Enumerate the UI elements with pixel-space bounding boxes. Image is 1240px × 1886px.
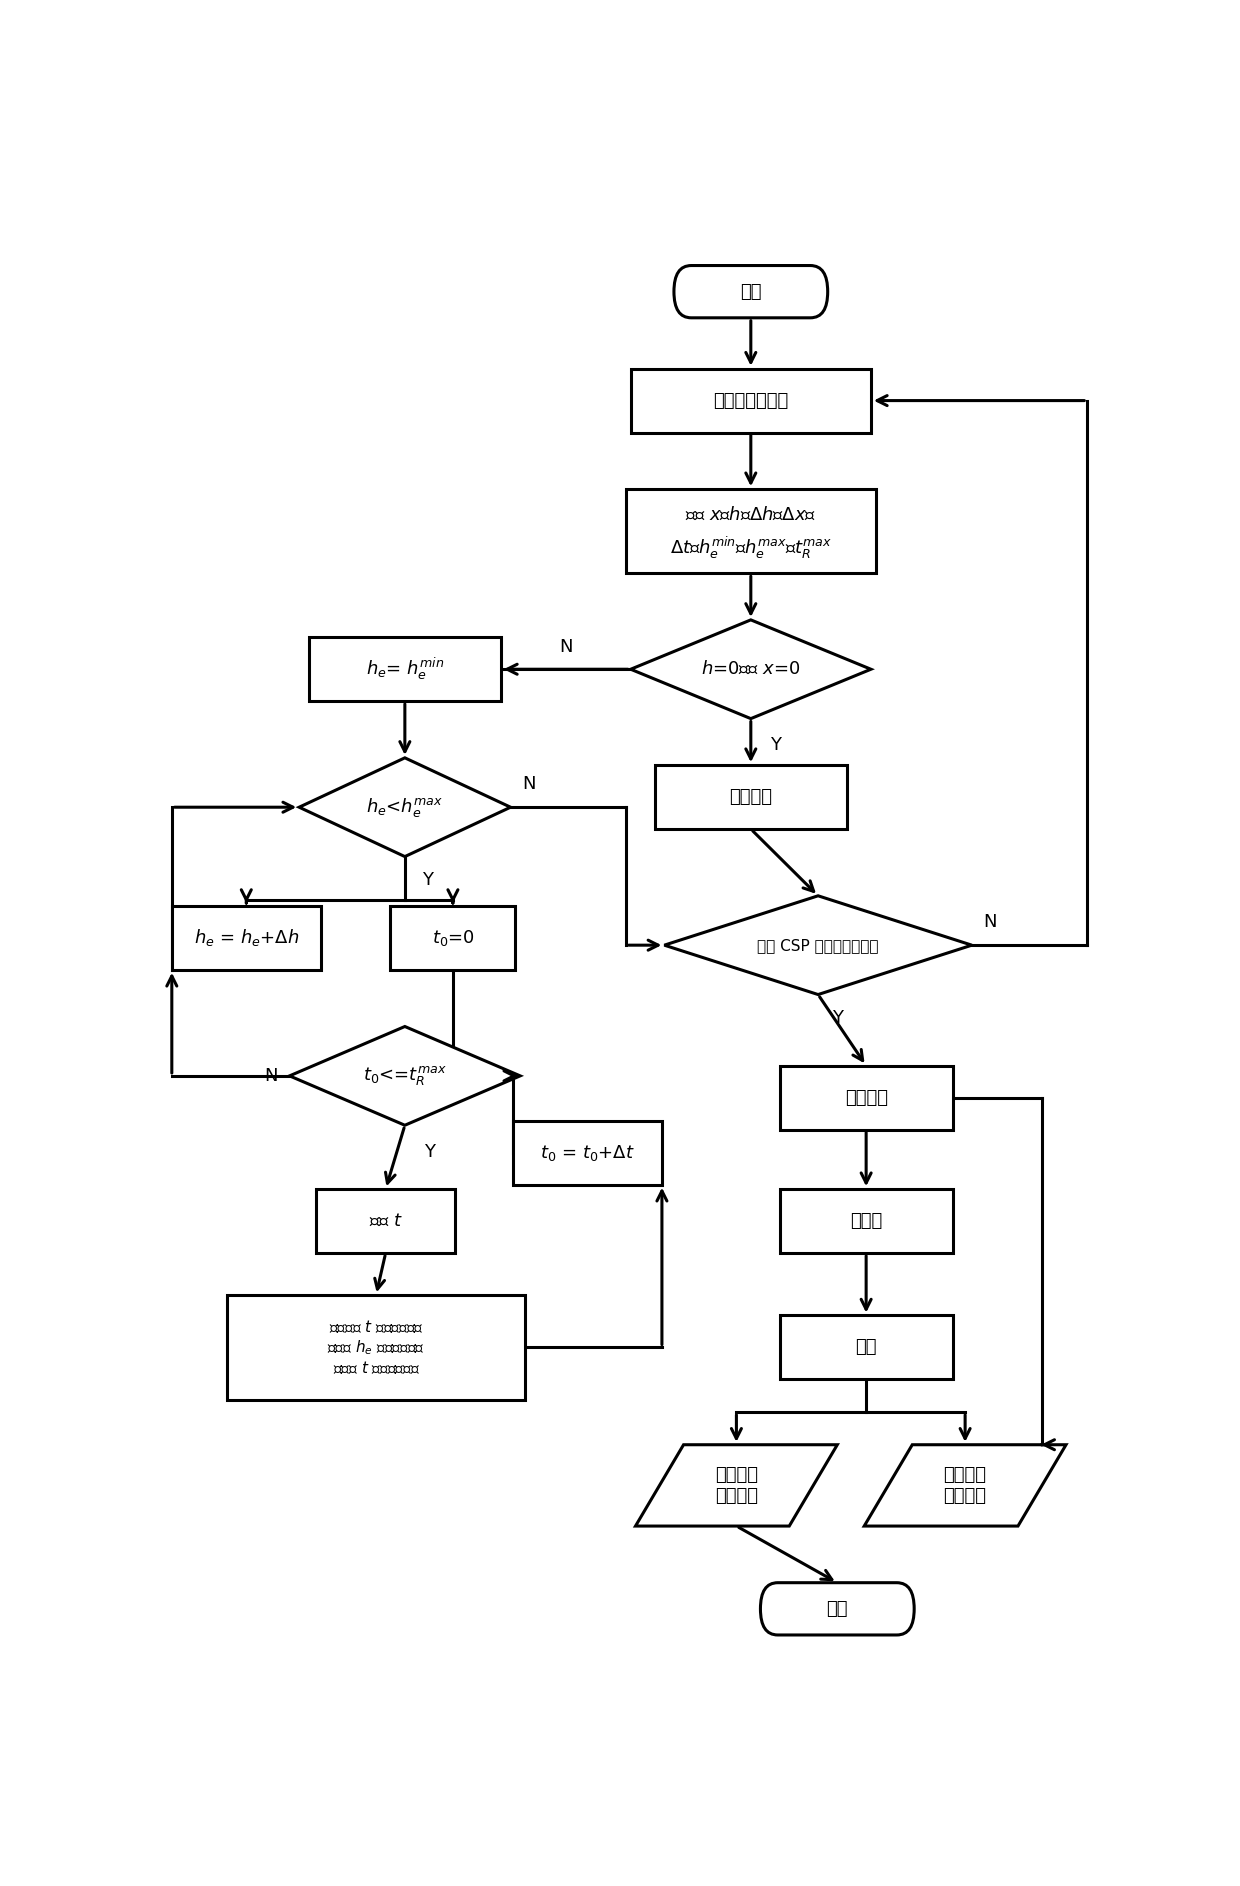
FancyBboxPatch shape xyxy=(760,1582,914,1635)
Bar xyxy=(626,488,875,573)
Text: Y: Y xyxy=(770,736,781,754)
Bar xyxy=(655,766,847,830)
Text: 读入输入道数据: 读入输入道数据 xyxy=(713,392,789,409)
Text: $t_0$ = $t_0$+$\Delta t$: $t_0$ = $t_0$+$\Delta t$ xyxy=(541,1143,635,1164)
Bar xyxy=(309,637,501,702)
Bar xyxy=(227,1296,525,1399)
Text: N: N xyxy=(264,1067,278,1084)
Text: N: N xyxy=(522,775,536,792)
Polygon shape xyxy=(864,1445,1066,1526)
Polygon shape xyxy=(290,1026,521,1126)
Text: N: N xyxy=(983,913,997,930)
Bar xyxy=(780,1190,952,1252)
Text: 将输入道 $t$ 时刻的波场値
叠加到 $h_e$ 的共散射点记
录道的 $t$ 时刻波场値上: 将输入道 $t$ 时刻的波场値 叠加到 $h_e$ 的共散射点记 录道的 $t$… xyxy=(327,1318,425,1377)
Bar xyxy=(780,1066,952,1130)
Text: Y: Y xyxy=(832,1009,843,1028)
Text: 结束: 结束 xyxy=(827,1599,848,1618)
FancyBboxPatch shape xyxy=(675,266,828,319)
Polygon shape xyxy=(635,1445,837,1526)
Text: Y: Y xyxy=(422,871,433,888)
Text: Y: Y xyxy=(424,1143,435,1160)
Bar xyxy=(780,1316,952,1379)
Text: 速度分析: 速度分析 xyxy=(844,1088,888,1107)
Text: $h_e$<$h_e^{max}$: $h_e$<$h_e^{max}$ xyxy=(366,796,444,819)
Text: $t_0$=0: $t_0$=0 xyxy=(432,928,474,949)
Text: $\Delta t$、$h_e^{min}$、$h_e^{max}$、$t_R^{max}$: $\Delta t$、$h_e^{min}$、$h_e^{max}$、$t_R^… xyxy=(670,536,832,562)
Text: 叠加: 叠加 xyxy=(856,1339,877,1356)
Text: 输出速度
分析结果: 输出速度 分析结果 xyxy=(944,1465,987,1505)
Bar xyxy=(391,905,516,969)
Text: $h$=0或者 $x$=0: $h$=0或者 $x$=0 xyxy=(701,660,801,679)
Bar xyxy=(172,905,321,969)
Text: 动校正: 动校正 xyxy=(849,1213,883,1230)
Bar xyxy=(513,1120,662,1184)
Bar xyxy=(631,368,870,432)
Bar xyxy=(316,1190,455,1252)
Text: N: N xyxy=(559,639,573,656)
Polygon shape xyxy=(299,758,511,856)
Text: 计算 $t$: 计算 $t$ xyxy=(368,1213,403,1230)
Polygon shape xyxy=(631,620,870,719)
Text: 开始: 开始 xyxy=(740,283,761,300)
Text: $t_0$<=$t_R^{max}$: $t_0$<=$t_R^{max}$ xyxy=(363,1064,446,1088)
Text: $h_e$= $h_e^{min}$: $h_e$= $h_e^{min}$ xyxy=(366,656,444,683)
Text: 整道映射: 整道映射 xyxy=(729,788,773,805)
Polygon shape xyxy=(665,896,972,994)
Text: 所有 CSP 道集已映射完成: 所有 CSP 道集已映射完成 xyxy=(758,937,879,952)
Text: 确定 $x$、$h$、$\Delta h$、$\Delta x$、: 确定 $x$、$h$、$\Delta h$、$\Delta x$、 xyxy=(686,505,816,524)
Text: $h_e$ = $h_e$+$\Delta h$: $h_e$ = $h_e$+$\Delta h$ xyxy=(193,928,299,949)
Text: 输出偏移
成像剖面: 输出偏移 成像剖面 xyxy=(715,1465,758,1505)
